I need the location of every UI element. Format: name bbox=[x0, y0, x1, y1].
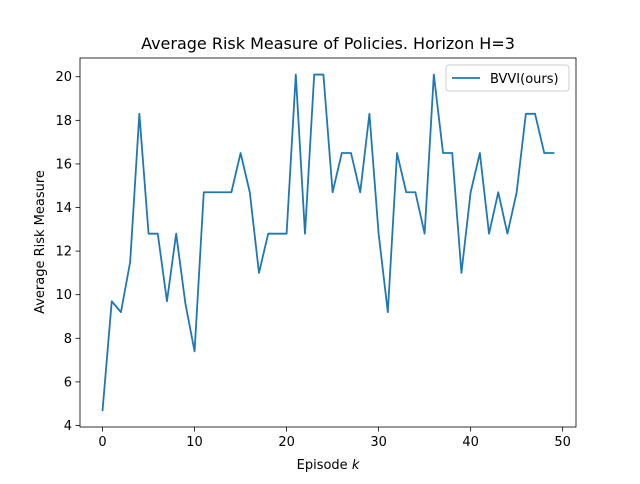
y-tick-label: 16 bbox=[55, 157, 72, 172]
plot-frame bbox=[79, 57, 577, 428]
y-tick-label: 20 bbox=[55, 70, 72, 85]
legend-box bbox=[445, 64, 570, 92]
y-tick-label: 18 bbox=[55, 114, 72, 129]
x-tick-label: 0 bbox=[98, 435, 106, 450]
x-axis-label-group: Episode k bbox=[297, 458, 360, 473]
x-tick-label: 50 bbox=[554, 435, 571, 450]
y-tick-label: 12 bbox=[55, 245, 72, 260]
x-tick-label: 10 bbox=[186, 435, 203, 450]
x-axis-label-variable: k bbox=[352, 458, 360, 473]
x-tick-label: 40 bbox=[462, 435, 479, 450]
chart-title: Average Risk Measure of Policies. Horizo… bbox=[141, 34, 515, 53]
x-axis-label: Episode bbox=[297, 458, 348, 473]
y-axis-label: Average Risk Measure bbox=[33, 170, 48, 314]
y-tick-label: 10 bbox=[55, 288, 72, 303]
y-tick-label: 14 bbox=[55, 201, 72, 216]
x-tick-label: 20 bbox=[278, 435, 295, 450]
series-line-bvvi bbox=[101, 73, 555, 412]
legend: BVVI(ours) bbox=[445, 64, 570, 92]
y-axis-label-group: Average Risk Measure bbox=[33, 170, 48, 314]
y-tick-label: 4 bbox=[64, 419, 72, 434]
y-tick-label: 8 bbox=[64, 332, 72, 347]
y-tick-label: 6 bbox=[64, 375, 72, 390]
x-tick-label: 30 bbox=[370, 435, 387, 450]
legend-label-bvvi: BVVI(ours) bbox=[490, 72, 559, 87]
axes-ticks: 0 10 20 30 40 50 4 6 8 10 12 14 16 18 20 bbox=[55, 70, 570, 450]
